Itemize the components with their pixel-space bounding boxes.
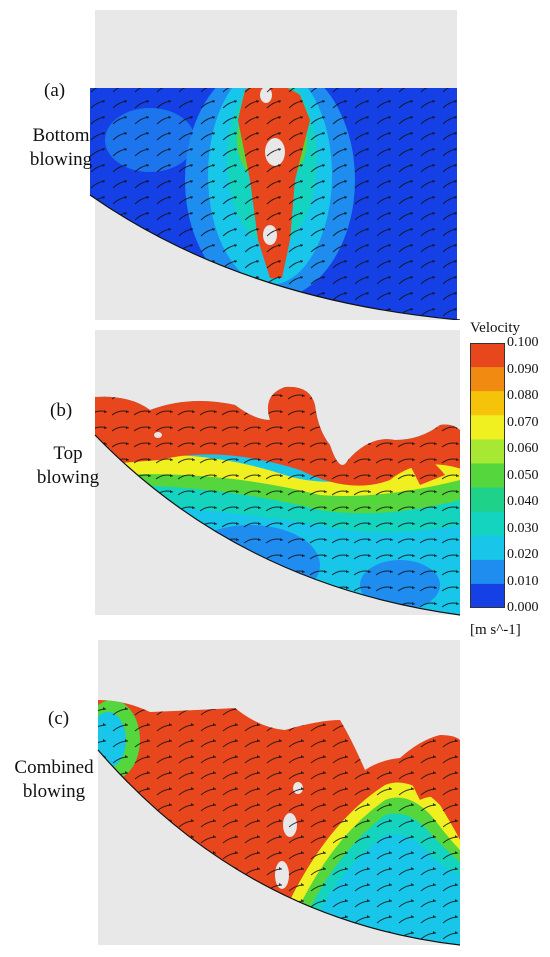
- panel-c-contour: [97, 640, 461, 946]
- panel-a-description-line2: blowing: [29, 149, 93, 170]
- panel-c-description: Combined blowing: [6, 756, 102, 804]
- legend-unit: [m s^-1]: [470, 622, 521, 638]
- legend-swatch: [470, 559, 505, 585]
- panel-a-description-line1: Bottom: [32, 125, 90, 146]
- legend-tick-label: 0.010: [507, 573, 539, 589]
- legend-swatch: [470, 415, 505, 440]
- panel-b-description-line1: Top: [53, 443, 83, 464]
- legend-swatch: [470, 535, 505, 561]
- legend-swatch: [470, 583, 505, 608]
- panel-b-contour: [94, 330, 461, 616]
- legend-tick-label: 0.090: [507, 361, 539, 377]
- legend-tick-label: 0.030: [507, 520, 539, 536]
- legend-tick-label: 0.060: [507, 441, 539, 456]
- panel-a: (a) Bottom blowing: [0, 0, 550, 320]
- legend-swatch: [470, 343, 505, 368]
- panel-c-description-line1: Combined: [14, 757, 94, 778]
- legend-swatch: [470, 439, 505, 464]
- panel-a-description: Bottom blowing: [26, 124, 96, 172]
- legend-swatch: [470, 487, 505, 513]
- legend-tick-label: 0.080: [507, 388, 539, 403]
- legend-tick-label: 0.020: [507, 547, 539, 562]
- panel-c: (c) Combined blowing: [0, 640, 550, 957]
- legend-tick-label: 0.050: [507, 467, 539, 483]
- legend-swatch: [470, 367, 505, 392]
- legend-title: Velocity: [470, 320, 520, 336]
- legend-swatch: [470, 463, 505, 489]
- panel-c-label: (c): [48, 708, 70, 729]
- legend-tick-label: 0.000: [507, 600, 539, 615]
- panel-a-contour: [89, 10, 461, 320]
- legend-swatch: [470, 511, 505, 537]
- panel-b-label: (b): [50, 400, 73, 421]
- panel-b-description-line2: blowing: [36, 467, 100, 488]
- legend-swatch: [470, 391, 505, 416]
- legend-colorbar: [470, 343, 505, 608]
- panel-c-description-line2: blowing: [22, 781, 86, 802]
- legend-tick-label: 0.100: [507, 335, 539, 350]
- legend-tick-label: 0.040: [507, 494, 539, 509]
- panel-a-label: (a): [44, 80, 66, 101]
- legend-tick-label: 0.070: [507, 414, 539, 430]
- panel-b-description: Top blowing: [33, 442, 103, 490]
- panel-b: (b) Top blowing: [0, 325, 550, 620]
